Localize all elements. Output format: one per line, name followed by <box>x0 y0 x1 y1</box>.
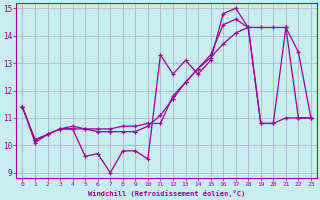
X-axis label: Windchill (Refroidissement éolien,°C): Windchill (Refroidissement éolien,°C) <box>88 190 245 197</box>
